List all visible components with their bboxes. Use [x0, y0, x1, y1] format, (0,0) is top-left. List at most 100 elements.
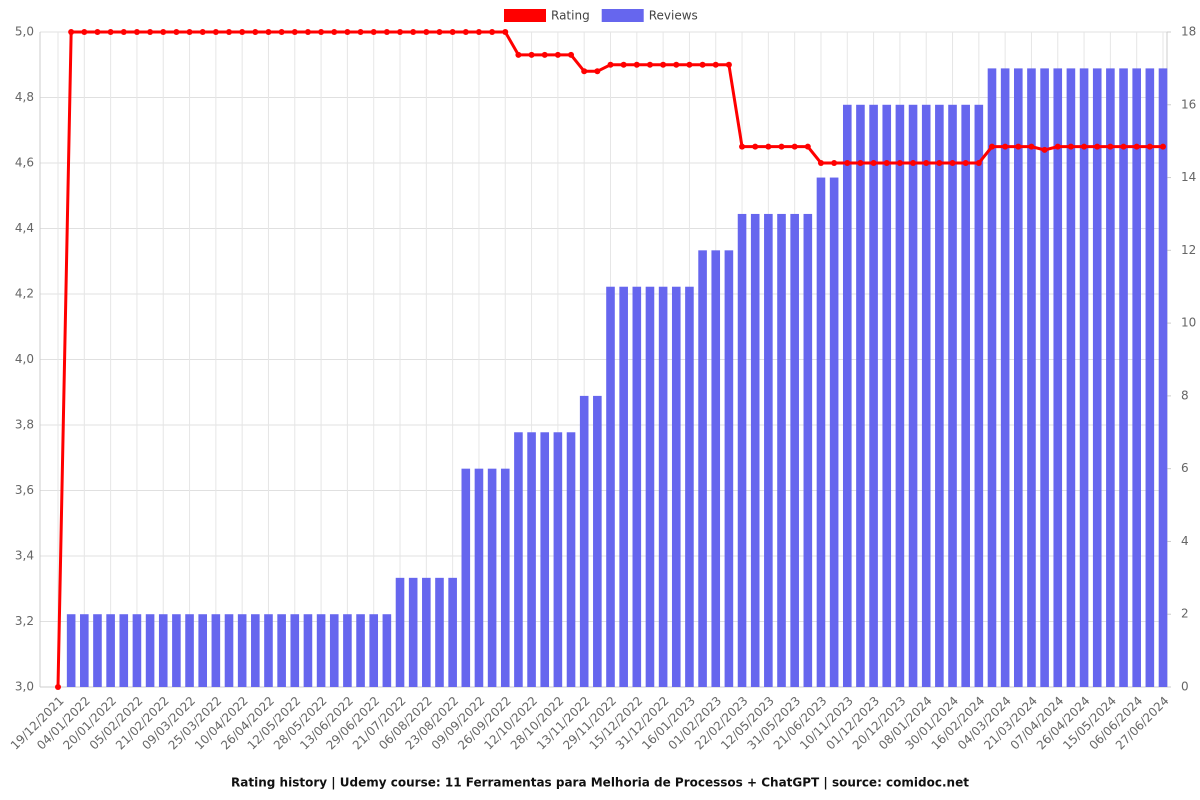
rating-point — [791, 143, 798, 150]
bar — [237, 614, 247, 687]
rating-point — [68, 29, 75, 35]
bar — [527, 432, 536, 687]
bar — [119, 614, 129, 687]
rating-point — [1081, 143, 1088, 150]
bar — [553, 432, 563, 687]
rating-point — [1041, 146, 1048, 153]
rating-point — [318, 29, 325, 35]
y2-tick-label: 16 — [1181, 97, 1196, 111]
bar — [1040, 68, 1049, 687]
bar — [1092, 68, 1102, 687]
rating-point — [607, 61, 614, 68]
y2-tick-label: 6 — [1181, 461, 1189, 475]
rating-point — [160, 29, 167, 35]
rating-point — [1107, 143, 1114, 150]
rating-point — [502, 29, 509, 35]
rating-point — [147, 29, 154, 35]
rating-point — [883, 160, 890, 166]
bar — [658, 286, 668, 687]
rating-point — [660, 61, 667, 68]
rating-point — [252, 29, 259, 35]
bar — [132, 614, 142, 687]
rating-point — [120, 29, 127, 35]
rating-point — [831, 160, 838, 166]
bar — [343, 614, 352, 687]
bar — [329, 614, 339, 687]
bar — [500, 468, 510, 687]
bar — [974, 104, 984, 688]
bar — [579, 395, 589, 687]
rating-point — [699, 61, 706, 68]
rating-point — [331, 29, 338, 35]
rating-point — [1067, 143, 1074, 150]
bar — [593, 395, 602, 687]
bar — [145, 614, 155, 687]
legend-swatch — [504, 9, 546, 22]
rating-point — [449, 29, 456, 35]
rating-point — [186, 29, 193, 35]
y-tick-label: 4,2 — [15, 287, 34, 301]
bar — [93, 614, 102, 687]
bar — [842, 104, 852, 688]
bar — [1000, 68, 1010, 687]
bar — [777, 213, 786, 687]
rating-point — [673, 61, 680, 68]
bar — [803, 213, 813, 687]
rating-point — [489, 29, 496, 35]
rating-point — [910, 160, 917, 166]
y-tick-label: 4,6 — [15, 156, 34, 170]
bar — [566, 432, 576, 687]
rating-point — [304, 29, 311, 35]
bar — [369, 614, 379, 687]
bar — [1106, 68, 1115, 687]
rating-point — [594, 68, 601, 75]
chart-title: Rating history | Udemy course: 11 Ferram… — [231, 776, 969, 790]
rating-point — [975, 160, 982, 166]
rating-point — [804, 143, 811, 150]
bar — [711, 250, 721, 688]
rating-point — [133, 29, 140, 35]
y-tick-label: 3,0 — [15, 680, 34, 694]
y-tick-label: 4,4 — [15, 221, 34, 235]
bar — [750, 213, 760, 687]
bar — [185, 614, 194, 687]
rating-point — [844, 160, 851, 166]
bar — [198, 614, 208, 687]
rating-point — [94, 29, 101, 35]
rating-point — [199, 29, 206, 35]
rating-point — [278, 29, 285, 35]
rating-point — [1054, 143, 1061, 150]
rating-point — [870, 160, 877, 166]
rating-point — [949, 160, 956, 166]
rating-point — [581, 68, 588, 75]
rating-point — [1120, 143, 1127, 150]
rating-point — [397, 29, 404, 35]
y-tick-label: 4,0 — [15, 352, 34, 366]
rating-point — [1028, 143, 1035, 150]
bar — [987, 68, 997, 687]
bar — [277, 614, 286, 687]
bar — [316, 614, 326, 687]
bar — [1079, 68, 1089, 687]
rating-point — [962, 160, 969, 166]
bar — [408, 577, 418, 687]
legend-label: Rating — [551, 9, 590, 23]
bar — [435, 577, 444, 687]
bar — [474, 468, 484, 687]
bar — [290, 614, 300, 687]
rating-point — [410, 29, 417, 35]
bar — [790, 213, 799, 687]
rating-point — [436, 29, 443, 35]
y2-tick-label: 10 — [1181, 316, 1196, 330]
rating-point — [462, 29, 469, 35]
y2-tick-label: 0 — [1181, 680, 1189, 694]
rating-point — [554, 51, 561, 58]
rating-point — [725, 61, 732, 68]
rating-point — [173, 29, 180, 35]
rating-point — [988, 143, 995, 150]
rating-point — [646, 61, 653, 68]
y2-tick-label: 18 — [1181, 25, 1196, 39]
rating-point — [239, 29, 246, 35]
y2-tick-label: 14 — [1181, 170, 1196, 184]
